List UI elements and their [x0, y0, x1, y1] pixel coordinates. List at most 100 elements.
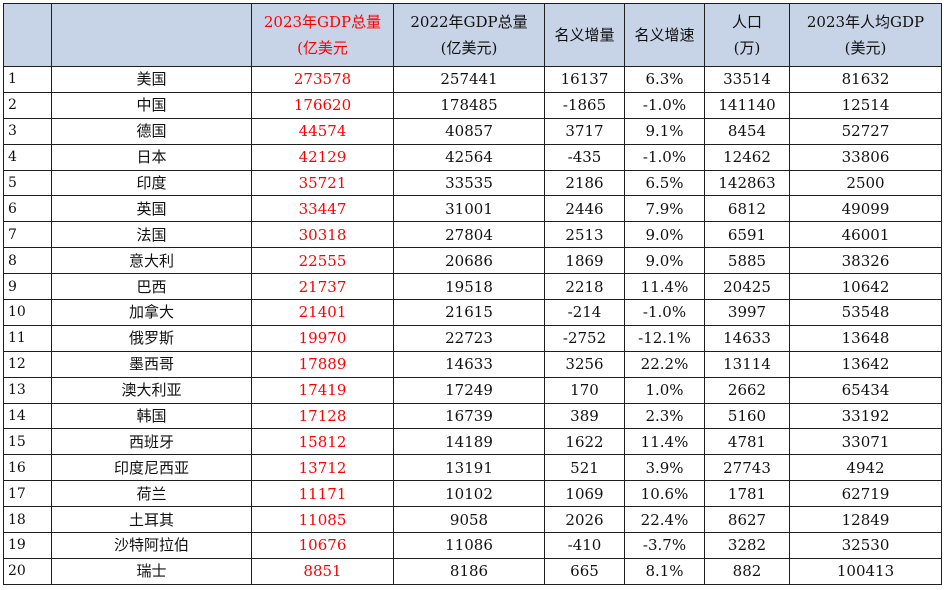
cell-gdp-2022: 31001 — [393, 195, 545, 223]
cell-nominal-increase: -2752 — [544, 324, 625, 352]
cell-gdp-2023: 17419 — [251, 376, 394, 404]
header-population-title: 人口 — [731, 13, 762, 31]
table-row: 1 美国 273578 257441 16137 6.3% 33514 81632 — [3, 66, 942, 93]
table-row: 16 印度尼西亚 13712 13191 521 3.9% 27743 4942 — [3, 454, 942, 482]
cell-country: 土耳其 — [51, 506, 252, 534]
cell-rank: 15 — [3, 428, 52, 456]
cell-nominal-increase: 170 — [544, 376, 625, 404]
cell-country: 中国 — [51, 91, 252, 119]
cell-nominal-increase: 1069 — [544, 480, 625, 508]
cell-gdp-2023: 8851 — [251, 557, 394, 585]
header-row: 2023年GDP总量 (亿美元 2022年GDP总量 (亿美元) 名义增量 名义… — [3, 3, 942, 67]
cell-nominal-growth: 22.2% — [624, 350, 705, 378]
table-row: 5 印度 35721 33535 2186 6.5% 142863 2500 — [3, 169, 942, 197]
cell-rank: 3 — [3, 117, 52, 145]
cell-rank: 1 — [3, 66, 52, 93]
cell-gdp-2022: 21615 — [393, 299, 545, 326]
cell-nominal-increase: 3256 — [544, 350, 625, 378]
cell-gdp-2022: 9058 — [393, 506, 545, 534]
cell-population: 4781 — [704, 428, 790, 456]
header-gdp-2022-unit: (亿美元) — [440, 39, 498, 57]
cell-gdp-2023: 11085 — [251, 506, 394, 534]
table-header: 2023年GDP总量 (亿美元 2022年GDP总量 (亿美元) 名义增量 名义… — [3, 3, 942, 67]
cell-nominal-growth: 7.9% — [624, 195, 705, 223]
table-row: 3 德国 44574 40857 3717 9.1% 8454 52727 — [3, 117, 942, 145]
cell-nominal-growth: 2.3% — [624, 402, 705, 430]
header-per-capita: 2023年人均GDP (美元) — [789, 3, 942, 67]
cell-country: 俄罗斯 — [51, 324, 252, 352]
cell-population: 1781 — [704, 480, 790, 508]
cell-nominal-growth: -1.0% — [624, 91, 705, 119]
cell-population: 27743 — [704, 454, 790, 482]
cell-country: 日本 — [51, 143, 252, 171]
cell-population: 8454 — [704, 117, 790, 145]
cell-nominal-growth: 3.9% — [624, 454, 705, 482]
cell-gdp-2023: 42129 — [251, 143, 394, 171]
cell-nominal-growth: 8.1% — [624, 557, 705, 585]
cell-nominal-increase: 2186 — [544, 169, 625, 197]
cell-nominal-increase: 389 — [544, 402, 625, 430]
cell-rank: 7 — [3, 221, 52, 249]
cell-country: 墨西哥 — [51, 350, 252, 378]
cell-country: 印度尼西亚 — [51, 454, 252, 482]
table-row: 20 瑞士 8851 8186 665 8.1% 882 100413 — [3, 557, 942, 585]
cell-rank: 19 — [3, 532, 52, 559]
cell-country: 法国 — [51, 221, 252, 249]
cell-per-capita: 46001 — [789, 221, 942, 249]
cell-gdp-2022: 19518 — [393, 273, 545, 301]
cell-gdp-2022: 178485 — [393, 91, 545, 119]
table-row: 15 西班牙 15812 14189 1622 11.4% 4781 33071 — [3, 428, 942, 456]
cell-rank: 14 — [3, 402, 52, 430]
cell-country: 德国 — [51, 117, 252, 145]
cell-nominal-growth: 9.0% — [624, 247, 705, 275]
cell-gdp-2023: 21401 — [251, 299, 394, 326]
header-per-capita-title: 2023年人均GDP — [806, 13, 925, 31]
cell-per-capita: 12514 — [789, 91, 942, 119]
cell-gdp-2023: 10676 — [251, 532, 394, 559]
header-gdp-2023: 2023年GDP总量 (亿美元 — [251, 3, 394, 67]
header-gdp-2023-unit: (亿美元 — [297, 39, 348, 57]
cell-nominal-growth: 6.3% — [624, 66, 705, 93]
cell-country: 沙特阿拉伯 — [51, 532, 252, 559]
cell-population: 2662 — [704, 376, 790, 404]
table-row: 19 沙特阿拉伯 10676 11086 -410 -3.7% 3282 32530 — [3, 532, 942, 559]
cell-rank: 5 — [3, 169, 52, 197]
table-row: 14 韩国 17128 16739 389 2.3% 5160 33192 — [3, 402, 942, 430]
cell-per-capita: 2500 — [789, 169, 942, 197]
cell-nominal-increase: 2026 — [544, 506, 625, 534]
cell-gdp-2023: 13712 — [251, 454, 394, 482]
header-population: 人口 (万) — [704, 3, 790, 67]
header-gdp-2022-title: 2022年GDP总量 — [410, 13, 528, 31]
cell-gdp-2022: 33535 — [393, 169, 545, 197]
cell-population: 141140 — [704, 91, 790, 119]
cell-population: 3997 — [704, 299, 790, 326]
cell-per-capita: 81632 — [789, 66, 942, 93]
cell-population: 6812 — [704, 195, 790, 223]
cell-gdp-2022: 14189 — [393, 428, 545, 456]
cell-rank: 20 — [3, 557, 52, 585]
cell-per-capita: 38326 — [789, 247, 942, 275]
cell-per-capita: 53548 — [789, 299, 942, 326]
cell-nominal-growth: 11.4% — [624, 428, 705, 456]
cell-nominal-growth: 9.1% — [624, 117, 705, 145]
cell-per-capita: 33071 — [789, 428, 942, 456]
cell-population: 8627 — [704, 506, 790, 534]
cell-country: 西班牙 — [51, 428, 252, 456]
gdp-table-container: 2023年GDP总量 (亿美元 2022年GDP总量 (亿美元) 名义增量 名义… — [3, 3, 942, 585]
cell-nominal-growth: 22.4% — [624, 506, 705, 534]
cell-gdp-2023: 17128 — [251, 402, 394, 430]
header-per-capita-unit: (美元) — [844, 39, 887, 57]
table-row: 12 墨西哥 17889 14633 3256 22.2% 13114 13642 — [3, 350, 942, 378]
gdp-ranking-table: 2023年GDP总量 (亿美元 2022年GDP总量 (亿美元) 名义增量 名义… — [3, 3, 942, 585]
cell-population: 5885 — [704, 247, 790, 275]
cell-per-capita: 52727 — [789, 117, 942, 145]
cell-population: 142863 — [704, 169, 790, 197]
cell-country: 巴西 — [51, 273, 252, 301]
cell-rank: 4 — [3, 143, 52, 171]
cell-per-capita: 13648 — [789, 324, 942, 352]
cell-nominal-increase: 3717 — [544, 117, 625, 145]
cell-nominal-increase: -435 — [544, 143, 625, 171]
cell-gdp-2022: 8186 — [393, 557, 545, 585]
cell-per-capita: 4942 — [789, 454, 942, 482]
cell-rank: 17 — [3, 480, 52, 508]
